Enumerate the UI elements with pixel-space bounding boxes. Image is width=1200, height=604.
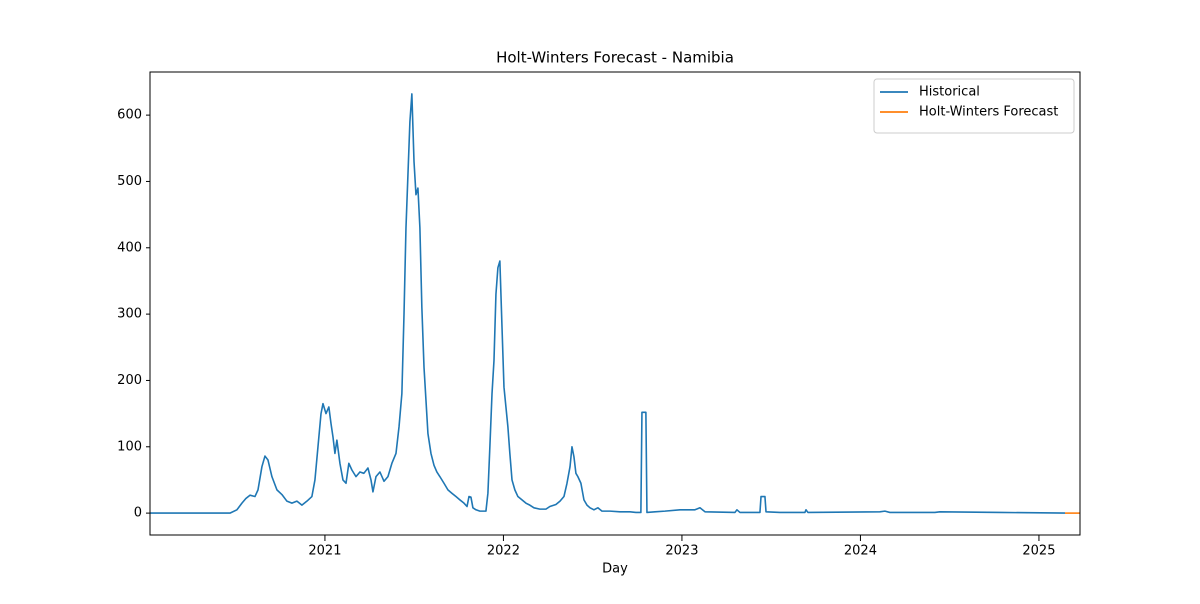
legend-label: Historical <box>919 85 980 100</box>
x-tick-label: 2023 <box>665 544 698 559</box>
legend-label: Holt-Winters Forecast <box>919 105 1058 120</box>
x-tick-label: 2025 <box>1022 544 1055 559</box>
x-tick-label: 2021 <box>308 544 341 559</box>
x-tick-label: 2022 <box>487 544 520 559</box>
y-tick-label: 600 <box>117 108 142 123</box>
series-line <box>150 93 1066 514</box>
y-tick-label: 400 <box>117 240 142 255</box>
chart-title: Holt-Winters Forecast - Namibia <box>496 49 734 67</box>
y-tick-label: 0 <box>134 506 142 521</box>
x-tick-label: 2024 <box>844 544 877 559</box>
y-tick-label: 100 <box>117 439 142 454</box>
x-axis-label: Day <box>602 562 628 577</box>
y-tick-label: 200 <box>117 373 142 388</box>
y-tick-label: 500 <box>117 174 142 189</box>
plot-frame <box>149 71 1081 536</box>
legend-box <box>873 78 1075 134</box>
y-tick-label: 300 <box>117 307 142 322</box>
